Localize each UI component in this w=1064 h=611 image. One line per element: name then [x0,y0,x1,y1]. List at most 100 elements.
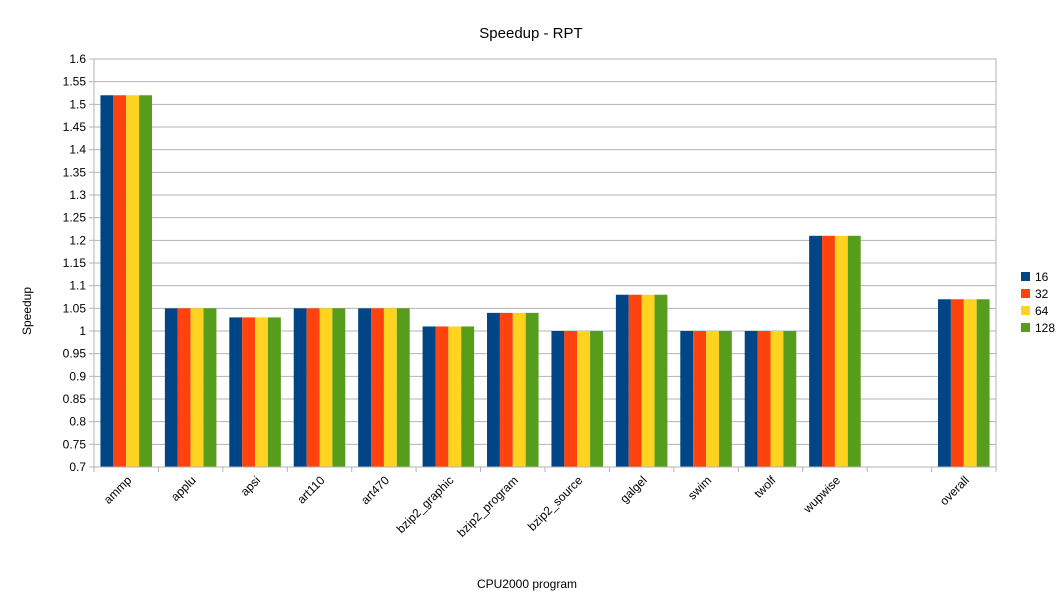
bar-twolf-32 [757,331,771,467]
bar-ammp-32 [113,95,127,468]
bar-applu-128 [203,308,217,467]
y-tick-label: 1.45 [63,120,87,134]
y-tick-label: 1.2 [69,233,86,247]
x-tick-label: overall [937,473,972,508]
y-tick-label: 0.75 [63,437,87,451]
bar-bzip2_program-128 [525,312,539,467]
y-tick-label: 1.1 [69,279,86,293]
bar-overall-32 [950,299,964,467]
y-tick-label: 1.4 [69,143,86,157]
y-tick-label: 1.05 [63,301,87,315]
bar-bzip2_program-16 [487,312,500,467]
y-tick-label: 1 [79,324,86,338]
chart-title: Speedup - RPT [479,25,582,42]
bar-art470-32 [371,308,384,467]
bar-apsi-16 [229,317,243,467]
x-tick-label: art470 [358,473,392,507]
x-tick-label: twolf [751,473,779,501]
y-tick-label: 0.8 [69,415,86,429]
bar-art110-32 [306,308,320,467]
bar-art110-128 [332,308,346,467]
bar-bzip2_program-64 [512,312,526,467]
bar-ammp-64 [126,95,140,468]
bar-wupwise-16 [809,235,823,467]
x-tick-label: bzip2_graphic [394,473,457,536]
x-tick-label: galgel [617,473,650,506]
x-tick-label: ammp [101,473,135,507]
bar-bzip2_graphic-32 [435,326,449,467]
legend-swatch-128 [1021,323,1030,332]
bar-applu-16 [164,308,178,467]
x-tick-label: wupwise [800,473,843,516]
bar-bzip2_source-128 [590,331,603,467]
y-tick-label: 1.5 [69,97,86,111]
bar-bzip2_graphic-16 [422,326,436,467]
legend-swatch-64 [1021,306,1030,315]
y-tick-label: 0.95 [63,347,87,361]
bar-applu-32 [177,308,191,467]
bar-art470-64 [383,308,397,467]
legend-swatch-16 [1021,272,1030,281]
legend: 16 32 64 128 [1021,270,1055,335]
bar-wupwise-32 [822,235,835,467]
bar-bzip2_graphic-64 [448,326,462,467]
bar-apsi-128 [267,317,281,467]
bar-bzip2_source-32 [564,331,578,467]
bar-bzip2_source-64 [577,331,591,467]
y-tick-label: 1.35 [63,165,87,179]
bar-overall-64 [963,299,977,467]
bar-bzip2_graphic-128 [461,326,475,467]
bar-swim-64 [706,331,719,467]
bar-galgel-64 [641,294,655,467]
y-tick-label: 1.55 [63,75,87,89]
bar-bzip2_program-32 [499,312,513,467]
bar-twolf-64 [770,331,784,467]
bar-overall-16 [938,299,951,467]
bar-art110-64 [319,308,333,467]
bar-overall-128 [976,299,990,467]
bar-wupwise-64 [834,235,848,467]
bar-galgel-16 [615,294,629,467]
x-tick-label: applu [168,473,199,504]
bar-art470-16 [358,308,372,467]
bar-apsi-64 [255,317,268,467]
bar-ammp-16 [100,95,114,468]
bar-galgel-128 [654,294,668,467]
bar-apsi-32 [242,317,256,467]
legend-label-128: 128 [1035,321,1055,335]
y-axis-title: Speedup [20,287,34,335]
bar-swim-16 [680,331,694,467]
x-tick-label: bzip2_program [454,473,521,540]
y-tick-labels: 0.7 0.75 0.8 0.85 0.9 0.95 1 1.05 1.1 1.15 1.2 1.25… [63,52,87,474]
bars [100,95,990,468]
x-tick-label: apsi [238,473,263,498]
plot-area-border [93,58,997,468]
y-tick-label: 1.25 [63,211,87,225]
bar-art110-16 [293,308,307,467]
y-tick-label: 1.3 [69,188,86,202]
bar-art470-128 [396,308,410,467]
y-tick-label: 1.15 [63,256,87,270]
legend-swatch-32 [1021,289,1030,298]
legend-label-32: 32 [1035,287,1049,301]
bar-twolf-128 [783,331,797,467]
bar-bzip2_source-16 [551,331,565,467]
bar-galgel-32 [628,294,642,467]
x-axis-title: CPU2000 program [477,577,577,591]
x-tick-label: art110 [294,473,328,507]
x-tick-label: swim [685,473,714,502]
y-tick-label: 0.9 [69,369,86,383]
x-tick-label: bzip2_source [525,473,586,534]
y-tick-label: 0.85 [63,392,87,406]
axes [93,58,997,472]
bar-wupwise-128 [847,235,861,467]
bar-swim-32 [693,331,707,467]
bar-ammp-128 [139,95,152,468]
bar-twolf-16 [744,331,758,467]
bar-swim-128 [718,331,732,467]
x-tick-labels: ammp applu apsi art110 art470 bzip2_graphicbz… [101,473,972,540]
legend-label-64: 64 [1035,304,1049,318]
bar-applu-64 [190,308,204,467]
y-tick-label: 1.6 [69,52,86,66]
